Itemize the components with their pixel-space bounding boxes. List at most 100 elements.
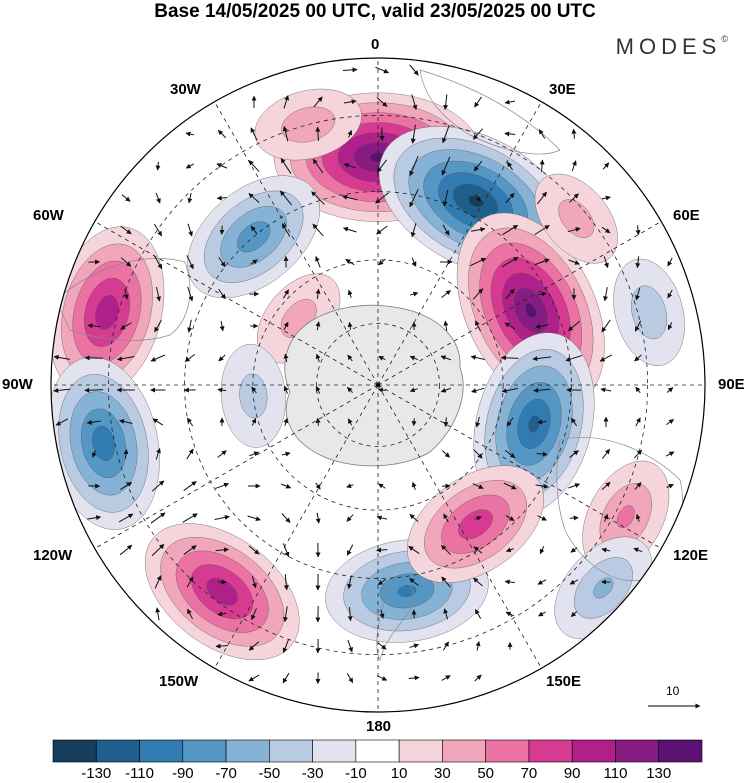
colorbar-swatch [442, 739, 486, 763]
wind-vector [343, 99, 357, 105]
colorbar-swatch [398, 739, 443, 763]
wind-vector [250, 127, 258, 141]
wind-vector [247, 515, 261, 522]
wind-vector [216, 163, 228, 169]
wind-vector [154, 575, 162, 589]
wind-vector [315, 255, 321, 268]
wind-vector [375, 192, 389, 204]
latitude-circle [107, 114, 649, 656]
anomaly-band [206, 577, 238, 606]
anomaly-9 [407, 465, 544, 584]
colorbar [52, 739, 703, 763]
map-title: Base 14/05/2025 00 UTC, valid 23/05/2025… [154, 1, 596, 22]
wind-vector [53, 387, 71, 393]
wind-vector [87, 323, 101, 329]
wind-vector [473, 546, 483, 554]
wind-vector [408, 545, 420, 555]
colorbar-tick-label: -70 [215, 765, 237, 782]
wind-vector [283, 606, 288, 623]
wind-vector [411, 418, 417, 427]
wind-vector [215, 482, 230, 489]
wind-vector [570, 610, 578, 618]
wind-vector [537, 291, 547, 297]
wind-vector [635, 417, 641, 427]
wind-vector [409, 188, 419, 208]
wind-vector [475, 194, 481, 203]
wind-vector [500, 355, 519, 361]
wind-vector [633, 449, 643, 459]
wind-vector [153, 255, 163, 270]
wind-vector [571, 128, 577, 139]
wind-vector [153, 223, 163, 237]
wind-vector [187, 608, 193, 620]
wind-vector [665, 451, 675, 457]
wind-vector [505, 288, 515, 300]
south-pole-point [376, 383, 380, 387]
wind-vector [92, 450, 97, 458]
wind-vector [569, 515, 579, 521]
wind-vector [635, 386, 641, 394]
lon-label-120e: 120E [673, 547, 709, 564]
wind-vector [568, 259, 580, 265]
wind-vector [409, 513, 419, 523]
wind-vector [217, 611, 227, 617]
wind-vector [312, 223, 324, 237]
wind-vector [442, 224, 450, 236]
wind-vector [315, 385, 321, 394]
meridian-line [94, 221, 379, 386]
wind-vector [376, 225, 388, 235]
wind-vector [507, 161, 513, 171]
wind-vector [216, 195, 227, 201]
wind-vector [472, 128, 484, 140]
wind-vector [411, 481, 417, 490]
wind-vector [346, 544, 354, 556]
wind-vector [347, 129, 353, 138]
wind-vector [283, 95, 290, 109]
wind-vector [347, 639, 353, 653]
wind-vector [281, 451, 291, 457]
wind-vector [347, 321, 353, 330]
wind-vector [251, 386, 257, 394]
wind-vector [505, 514, 515, 522]
wind-vector [123, 288, 129, 300]
wind-vector [123, 449, 129, 459]
wind-vector [186, 254, 194, 270]
wind-vector [377, 578, 387, 586]
wind-vector [249, 451, 260, 457]
wind-vector [218, 354, 226, 362]
wind-vector [634, 482, 642, 490]
wind-vector [409, 291, 419, 297]
wind-vector [218, 288, 226, 300]
wind-vector [120, 322, 132, 330]
wind-vector [667, 322, 673, 331]
wind-vector [601, 481, 611, 491]
wind-vector [501, 256, 519, 268]
wind-vector [86, 419, 101, 425]
wind-vector [342, 67, 358, 73]
wind-vector [443, 94, 449, 111]
latitude-circle [252, 259, 504, 511]
wind-vector [443, 417, 449, 428]
colorbar-swatch [485, 739, 530, 763]
wind-vector [183, 481, 197, 491]
anomaly-band [95, 295, 119, 330]
wind-vector [473, 577, 483, 587]
wind-vector [312, 158, 324, 174]
wind-vector [601, 448, 611, 460]
wind-vector [186, 417, 194, 427]
wind-vector [503, 482, 517, 490]
wind-vector [377, 387, 386, 393]
wind-vector [474, 674, 482, 682]
colorbar-tick-label: -30 [301, 765, 324, 782]
wind-vector [505, 547, 514, 553]
wind-vector [505, 192, 515, 204]
wind-vector [470, 227, 486, 233]
lon-label-90e: 90E [718, 376, 745, 393]
colorbar-swatch [571, 739, 616, 763]
colorbar-tick-label: -90 [171, 765, 194, 782]
wind-vector [409, 156, 419, 177]
wind-vector [315, 126, 321, 141]
wind-vector [250, 225, 258, 235]
wind-vector [474, 96, 482, 108]
lon-label-180: 180 [366, 718, 392, 735]
